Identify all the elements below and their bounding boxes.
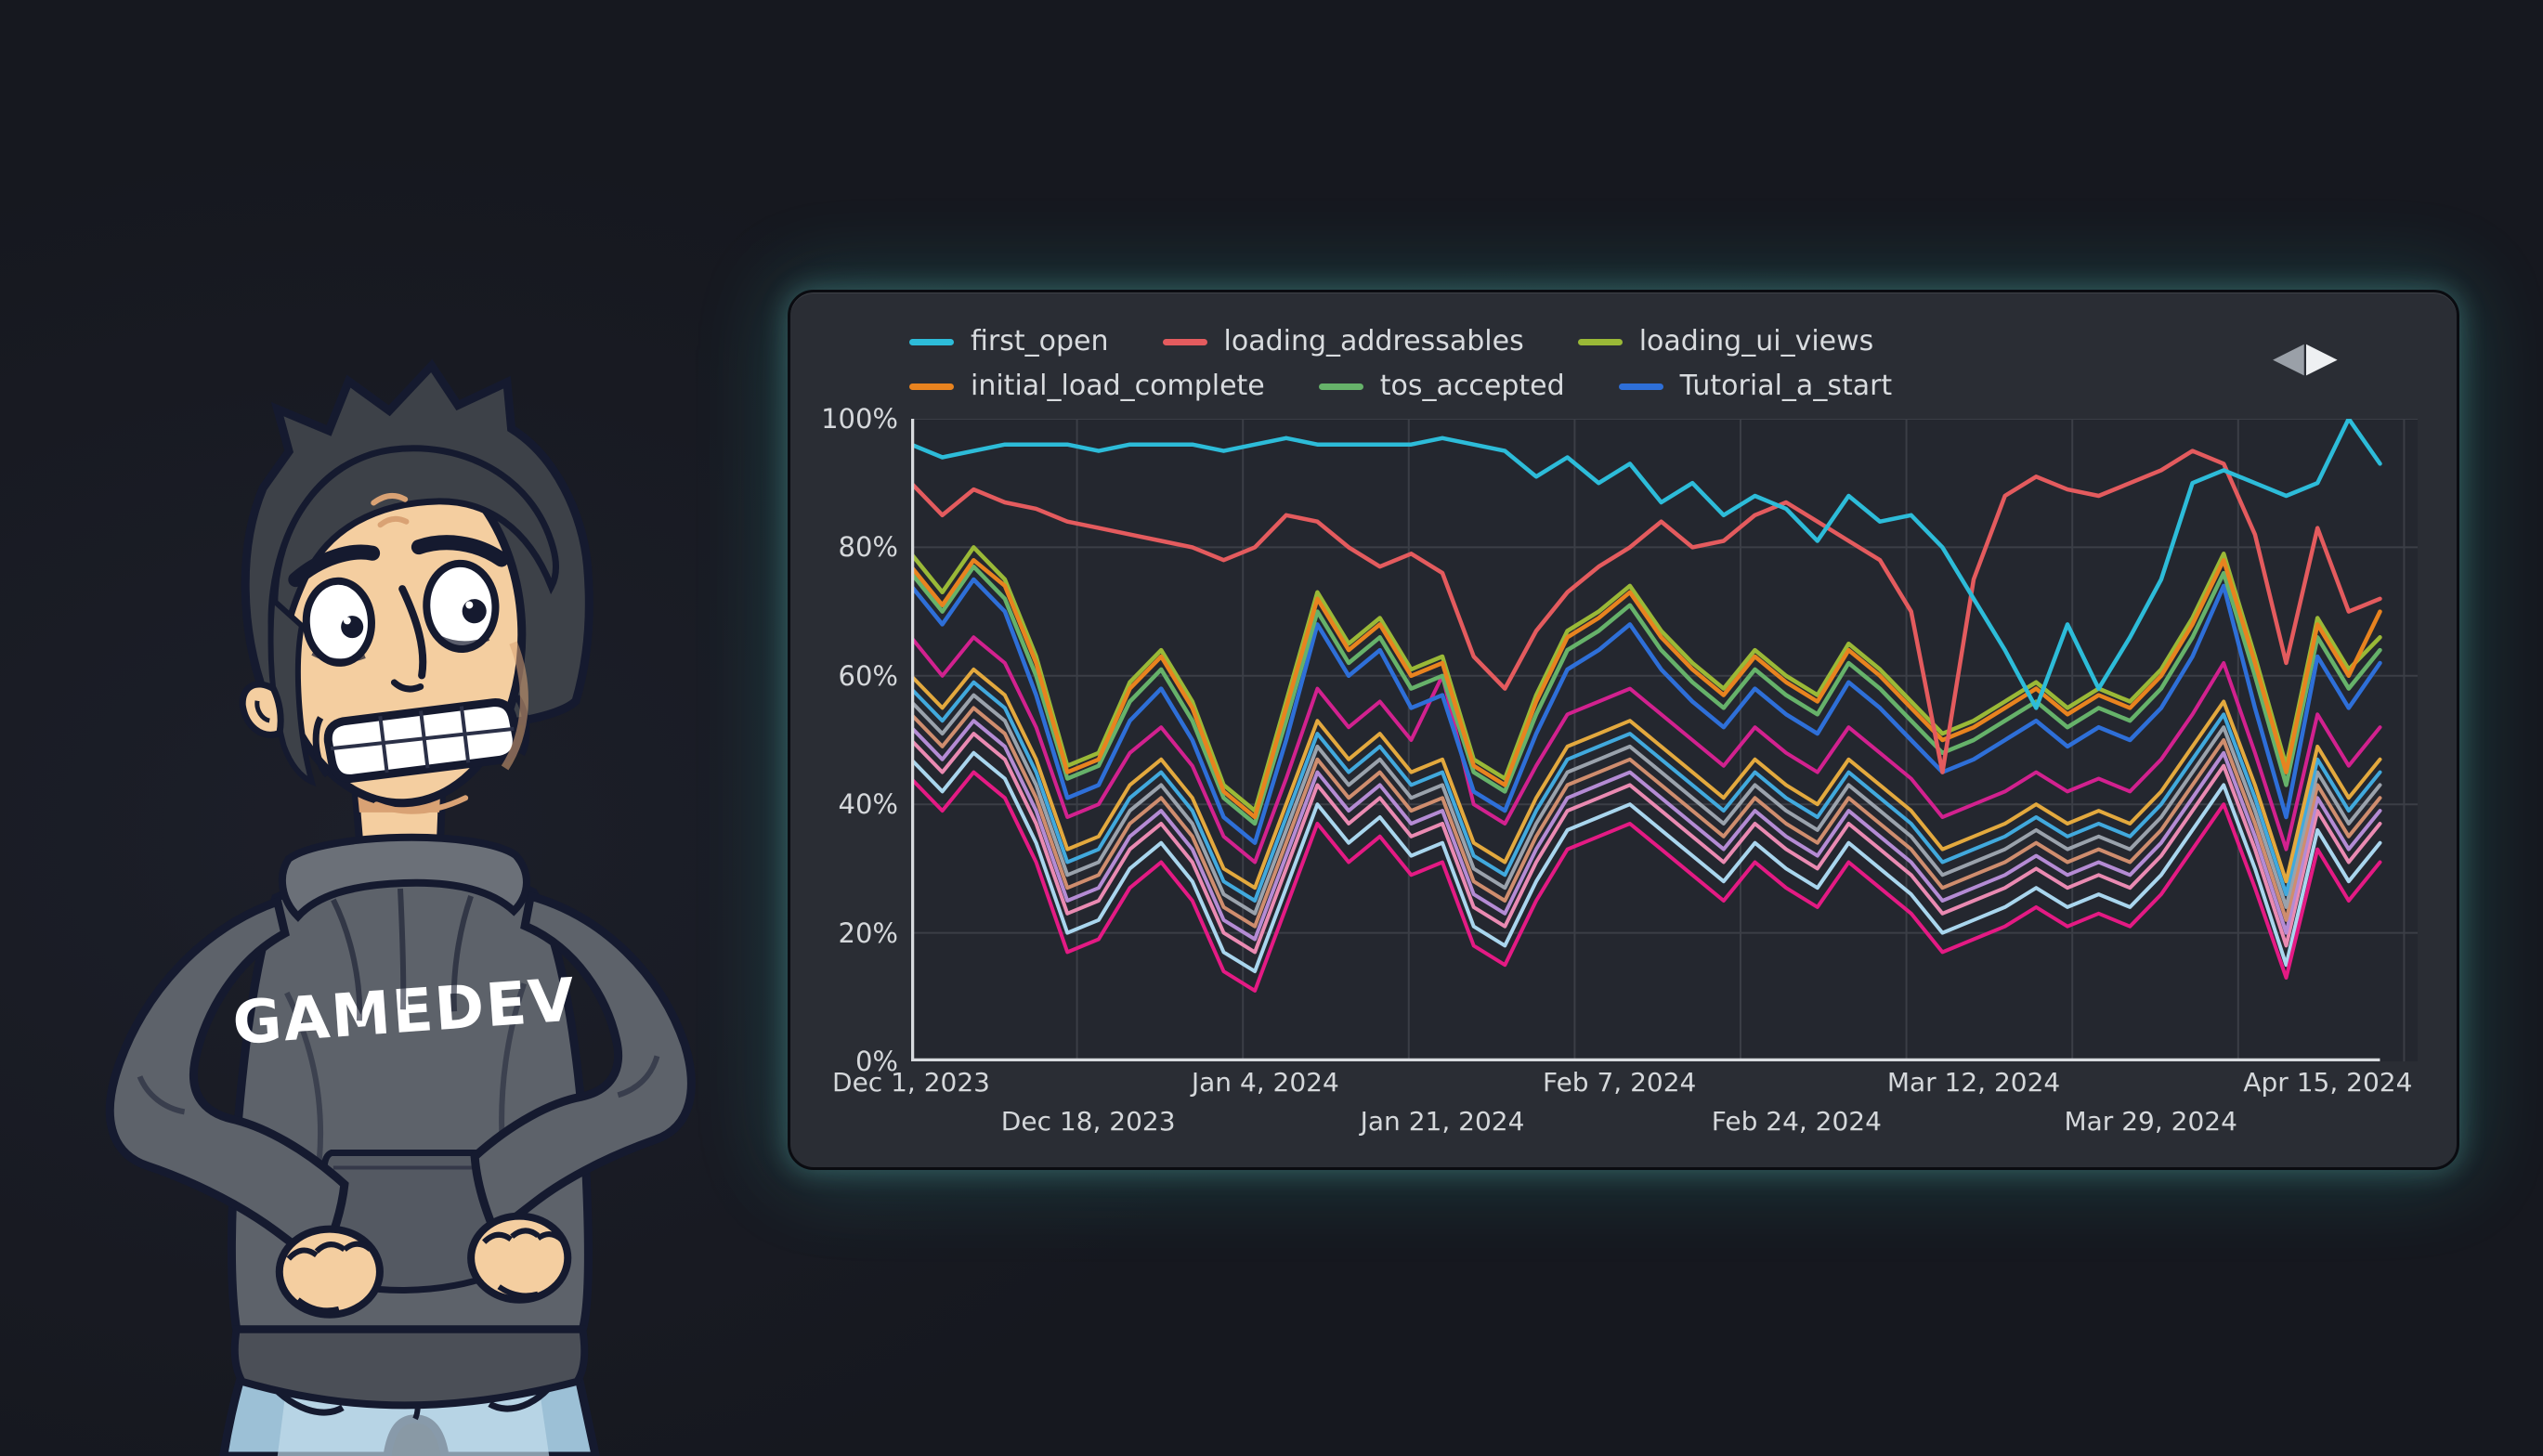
x-tick-Jan 4, 2024: Jan 4, 2024 bbox=[1191, 1067, 1339, 1098]
head bbox=[239, 358, 593, 814]
right-sleeve bbox=[470, 890, 696, 1240]
hood-collar bbox=[279, 833, 530, 922]
legend-swatch-icon bbox=[1618, 383, 1663, 390]
legend-label: first_open bbox=[971, 325, 1109, 358]
nose bbox=[398, 585, 427, 680]
x-tick-Dec 1, 2023: Dec 1, 2023 bbox=[832, 1067, 990, 1098]
legend-label: loading_addressables bbox=[1223, 325, 1524, 358]
x-tick-Jan 21, 2024: Jan 21, 2024 bbox=[1360, 1106, 1525, 1137]
hoodie-hem bbox=[230, 1325, 589, 1410]
gamedev-mascot-illustration: GAMEDEV bbox=[105, 358, 696, 1456]
x-tick-Mar 12, 2024: Mar 12, 2024 bbox=[1886, 1067, 2061, 1098]
legend-prev-arrow-icon[interactable]: ◀ bbox=[2273, 333, 2304, 381]
hair-front bbox=[271, 445, 559, 661]
y-tick-40%: 40% bbox=[838, 788, 898, 821]
legend-swatch-icon bbox=[1318, 383, 1363, 390]
legend-item-first_open[interactable]: first_open bbox=[909, 324, 1109, 359]
x-tick-Dec 18, 2023: Dec 18, 2023 bbox=[1000, 1106, 1176, 1137]
x-tick-Feb 24, 2024: Feb 24, 2024 bbox=[1711, 1106, 1882, 1137]
legend-next-arrow-icon[interactable]: ▶ bbox=[2305, 333, 2338, 381]
legend-label: tos_accepted bbox=[1379, 370, 1565, 402]
x-tick-Mar 29, 2024: Mar 29, 2024 bbox=[2064, 1106, 2237, 1137]
legend-item-loading_ui_views[interactable]: loading_ui_views bbox=[1577, 324, 1874, 359]
y-tick-60%: 60% bbox=[838, 659, 898, 692]
analytics-chart-card: first_open loading_addressables loading_ui… bbox=[788, 290, 2459, 1170]
plot-area bbox=[908, 416, 2418, 1062]
eyebrows bbox=[288, 544, 381, 588]
legend-item-loading_addressables[interactable]: loading_addressables bbox=[1162, 324, 1524, 359]
x-tick-Apr 15, 2024: Apr 15, 2024 bbox=[2243, 1067, 2413, 1098]
legend-row: initial_load_complete tos_accepted Tutoria… bbox=[909, 369, 1892, 404]
legend-item-initial_load_complete[interactable]: initial_load_complete bbox=[909, 369, 1265, 404]
line-chart bbox=[908, 416, 2418, 1062]
y-tick-20%: 20% bbox=[838, 916, 898, 949]
x-tick-Feb 7, 2024: Feb 7, 2024 bbox=[1543, 1067, 1697, 1098]
right-fist bbox=[467, 1212, 572, 1304]
legend-swatch-icon bbox=[909, 383, 954, 390]
legend-swatch-icon bbox=[909, 338, 954, 345]
eyes bbox=[302, 559, 500, 667]
chart-legend: first_open loading_addressables loading_ui… bbox=[909, 324, 1892, 404]
legend-swatch-icon bbox=[1162, 338, 1207, 345]
legend-pager: ◀ ▶ bbox=[2273, 337, 2338, 378]
legend-row: first_open loading_addressables loading_ui… bbox=[909, 324, 1892, 359]
y-tick-100%: 100% bbox=[821, 403, 898, 435]
legend-item-tos_accepted[interactable]: tos_accepted bbox=[1318, 369, 1565, 404]
left-fist bbox=[275, 1225, 384, 1319]
legend-swatch-icon bbox=[1577, 338, 1623, 345]
y-tick-80%: 80% bbox=[838, 531, 898, 564]
ear bbox=[239, 681, 284, 738]
legend-label: loading_ui_views bbox=[1638, 325, 1874, 358]
y-tick-0%: 0% bbox=[854, 1046, 898, 1077]
legend-label: Tutorial_a_start bbox=[1679, 370, 1893, 402]
legend-item-Tutorial_a_start[interactable]: Tutorial_a_start bbox=[1618, 369, 1893, 404]
legend-label: initial_load_complete bbox=[971, 370, 1265, 402]
